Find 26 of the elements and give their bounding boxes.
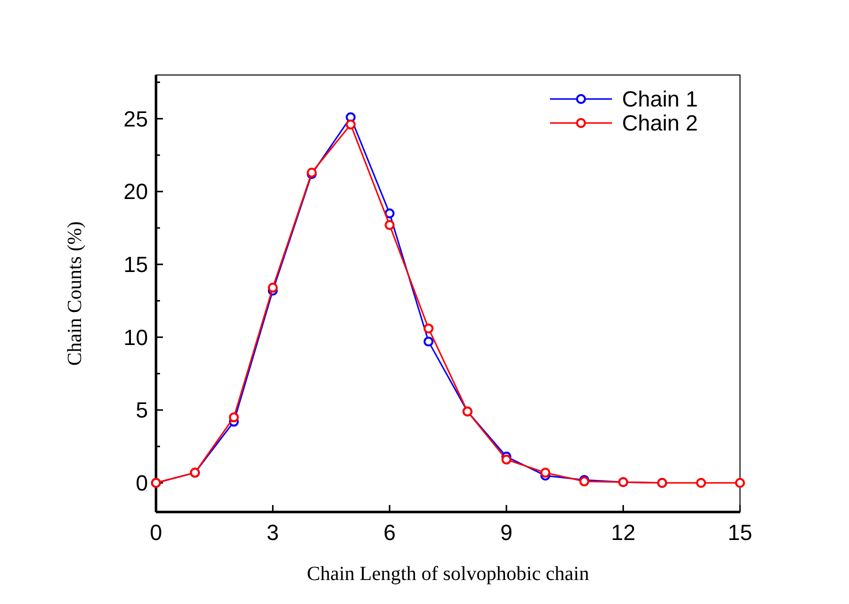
x-tick-label: 6: [383, 520, 396, 545]
legend-label: Chain 1: [622, 86, 698, 112]
x-tick-label: 15: [728, 520, 752, 545]
point: [384, 220, 395, 230]
y-tick-label: 5: [136, 398, 148, 423]
point: [424, 336, 434, 347]
point: [424, 323, 434, 334]
point: [346, 120, 356, 130]
point: [735, 478, 745, 488]
x-axis-title: Chain Length of solvophobic chain: [306, 563, 590, 585]
point: [540, 468, 550, 478]
point: [268, 282, 278, 293]
y-tick-label: 25: [124, 106, 148, 132]
point: [501, 454, 512, 465]
y-tick-label: 10: [124, 324, 148, 350]
y-tick-label: 20: [124, 179, 148, 204]
x-tick-label: 3: [266, 520, 279, 545]
point: [228, 412, 239, 422]
legend-label: Chain 2: [622, 110, 698, 136]
y-axis-title: Chain Counts (%): [64, 221, 86, 366]
x-tick-label: 12: [610, 520, 636, 545]
point: [696, 478, 706, 488]
point: [384, 208, 395, 218]
x-tick-label: 9: [500, 520, 513, 545]
y-tick-label: 0: [136, 470, 148, 496]
y-tick-label: 15: [124, 252, 148, 278]
